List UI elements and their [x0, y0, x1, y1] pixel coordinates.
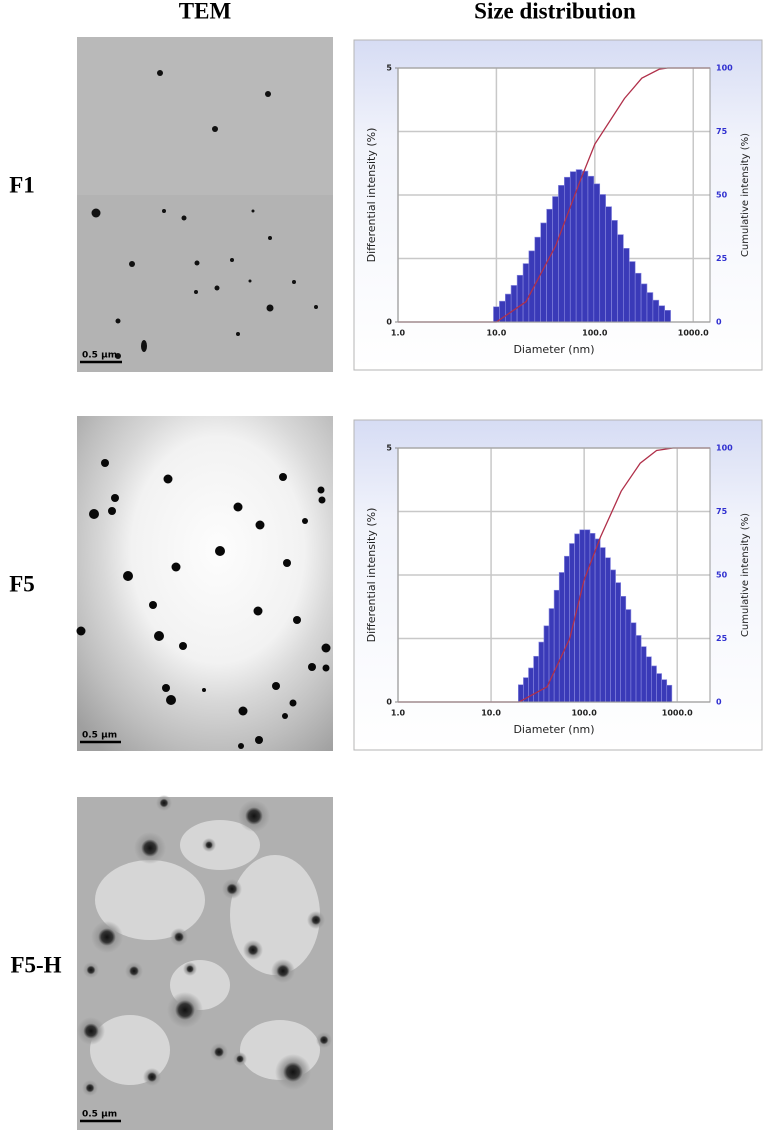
tem-image: 0.5 µm — [77, 37, 333, 372]
row-label: F5-H — [10, 952, 61, 977]
bar — [584, 529, 591, 703]
bar — [510, 285, 518, 323]
bar — [533, 655, 540, 703]
bar — [575, 169, 583, 323]
bar — [548, 608, 555, 703]
bar — [664, 310, 671, 323]
row-label: F5 — [9, 571, 35, 596]
x-axis-label: Diameter (nm) — [513, 343, 594, 356]
column-header: TEM — [179, 0, 232, 23]
bar — [543, 625, 550, 703]
y2-tick-label: 0 — [716, 698, 722, 707]
x-tick-label: 1.0 — [391, 329, 406, 338]
bar — [552, 196, 559, 323]
bar — [652, 299, 660, 323]
scale-bar-label: 0.5 µm — [82, 731, 117, 741]
bar — [625, 609, 632, 703]
y-tick-label: 0 — [386, 698, 392, 707]
bar — [656, 673, 662, 703]
bar — [651, 665, 657, 703]
bar — [617, 234, 624, 323]
bar — [493, 306, 500, 323]
y2-tick-label: 0 — [716, 318, 722, 327]
bar — [599, 194, 606, 323]
bar — [634, 272, 642, 323]
cumulative-line — [398, 447, 710, 703]
y2-tick-label: 100 — [716, 444, 733, 453]
y2-tick-label: 25 — [716, 634, 728, 643]
plot-frame — [397, 67, 711, 323]
bar — [558, 185, 565, 323]
bar — [593, 183, 601, 323]
x-tick-label: 1000.0 — [662, 709, 693, 718]
bar — [546, 208, 553, 323]
y2-tick-label: 50 — [716, 191, 728, 200]
bar — [564, 555, 570, 703]
bar — [581, 170, 589, 323]
x-tick-label: 100.0 — [582, 329, 608, 338]
bar — [564, 176, 571, 323]
x-tick-label: 1.0 — [391, 709, 406, 718]
y-axis-label: Differential intensity (%) — [365, 508, 378, 643]
bar — [646, 292, 654, 323]
bar — [605, 206, 612, 323]
y2-tick-label: 75 — [716, 507, 728, 516]
y2-tick-label: 50 — [716, 571, 728, 580]
bar — [579, 529, 586, 703]
scale-bar-label: 0.5 µm — [82, 351, 117, 361]
y-axis-label: Differential intensity (%) — [365, 128, 378, 263]
x-tick-label: 100.0 — [571, 709, 597, 718]
y-tick-label: 5 — [386, 64, 392, 73]
bar — [594, 538, 601, 703]
bar — [587, 175, 595, 323]
bar — [635, 635, 642, 703]
plot-frame — [397, 447, 711, 703]
bar — [640, 283, 648, 323]
scale-bar-label: 0.5 µm — [82, 1110, 117, 1120]
column-header: Size distribution — [474, 0, 636, 23]
bar — [558, 572, 565, 703]
tem-image: 0.5 µm — [77, 795, 333, 1130]
bar — [538, 641, 545, 703]
y2-axis-label: Cumulative intensity (%) — [740, 513, 751, 637]
bar — [605, 557, 611, 703]
bar — [610, 569, 616, 703]
bar — [658, 305, 666, 323]
bar — [661, 679, 668, 703]
bar — [666, 684, 673, 703]
x-axis-label: Diameter (nm) — [513, 723, 594, 736]
cumulative-line — [398, 67, 710, 323]
bar — [505, 293, 512, 323]
bar — [620, 596, 627, 703]
y-tick-label: 5 — [386, 444, 392, 453]
y2-axis-label: Cumulative intensity (%) — [740, 133, 751, 257]
x-tick-label: 10.0 — [487, 329, 507, 338]
bar — [630, 622, 637, 703]
bar — [599, 547, 606, 703]
y2-tick-label: 100 — [716, 64, 733, 73]
row-label: F1 — [9, 172, 35, 197]
y2-tick-label: 25 — [716, 254, 728, 263]
bar — [615, 582, 621, 703]
x-tick-label: 10.0 — [481, 709, 501, 718]
bar — [611, 220, 618, 323]
bar — [628, 261, 636, 323]
bar — [645, 656, 652, 703]
bar — [522, 263, 530, 323]
x-tick-label: 1000.0 — [678, 329, 709, 338]
tem-image: 0.5 µm — [76, 416, 333, 751]
bar — [640, 646, 647, 703]
bar — [553, 589, 560, 703]
bar — [623, 248, 630, 323]
y2-tick-label: 75 — [716, 127, 728, 136]
bar — [516, 274, 524, 323]
y-tick-label: 0 — [386, 318, 392, 327]
